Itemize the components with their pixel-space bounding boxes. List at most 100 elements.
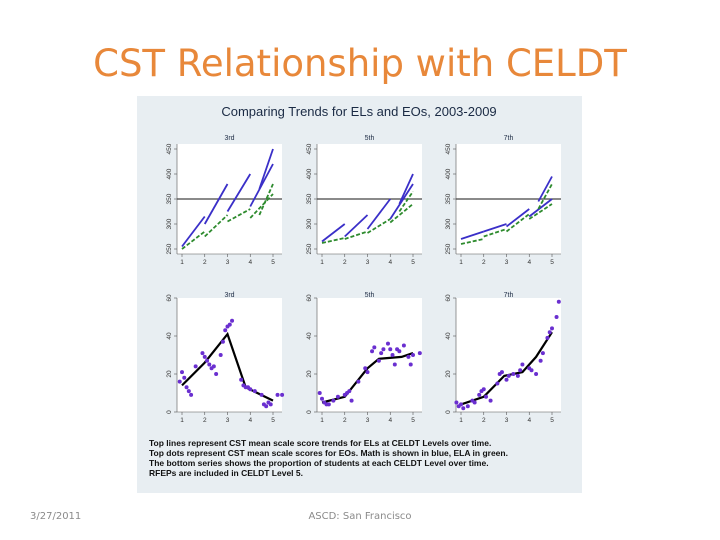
data-point [472,400,477,405]
caption-line: Top lines represent CST mean scale score… [149,438,491,448]
x-tick-label: 5 [550,417,554,424]
data-point [520,362,525,367]
data-point [556,299,561,304]
math-trend-line [366,198,391,230]
ela-trend-line [528,203,553,220]
bottom-panel-7th: 7th 0 20 40 60 1 2 3 4 5 [445,292,561,424]
math-trend-line [528,198,553,218]
x-tick-label: 4 [388,417,392,424]
data-point [515,373,520,378]
data-point [335,394,340,399]
x-tick-label: 3 [366,417,370,424]
data-point [481,387,486,392]
panel-label: 5th [365,135,375,142]
trends-figure: Comparing Trends for ELs and EOs, 2003-2… [137,96,582,493]
data-point [349,398,354,403]
data-point [392,362,397,367]
chart-title: Comparing Trends for ELs and EOs, 2003-2… [221,104,496,119]
ela-trend-line [344,230,368,240]
math-trend-line [460,230,485,240]
math-trend-line [203,183,229,225]
y-tick-label: 250 [445,243,452,254]
data-point [205,358,210,363]
x-tick-label: 1 [320,417,324,424]
data-point [504,377,509,382]
ela-trend-line [398,190,414,213]
data-point [189,392,194,397]
data-point [182,375,187,380]
y-tick-label: 450 [166,143,173,154]
data-point [177,379,182,384]
caption: Top lines represent CST mean scale score… [149,438,508,478]
x-tick-label: 1 [180,417,184,424]
data-point [193,364,198,369]
data-point [411,353,415,357]
x-tick-label: 5 [550,259,554,266]
y-tick-label: 400 [445,168,452,179]
data-point [184,385,189,390]
y-tick-label: 300 [445,218,452,229]
ela-trend-line [537,183,553,210]
data-point [417,351,422,356]
y-tick-label: 60 [166,294,173,302]
math-trend-line [344,214,369,238]
data-point [180,370,184,375]
ela-trend-line [505,213,530,233]
y-tick-label: 0 [445,410,452,414]
fit-line [321,352,414,404]
data-point [252,389,257,394]
data-point [326,402,331,407]
data-point [363,366,368,371]
data-point [545,335,550,340]
x-tick-label: 2 [482,259,486,266]
data-point [317,391,322,395]
x-tick-label: 1 [459,417,463,424]
slide-date: 3/27/2011 [30,511,82,522]
panel-label: 7th [504,135,514,142]
data-point [223,328,228,333]
data-point [454,400,459,405]
x-tick-label: 5 [411,417,415,424]
data-point [259,392,264,397]
data-point [529,368,534,373]
y-tick-label: 20 [306,370,313,378]
math-trend-line [398,173,414,205]
ela-trend-line [181,230,206,250]
x-tick-label: 5 [271,259,275,266]
data-point [268,402,273,407]
data-point [207,362,212,367]
panel-label: 5th [365,292,375,299]
slide-title: CST Relationship with CELDT [93,42,627,85]
data-point [506,373,511,378]
data-point [280,392,285,397]
panel-label: 3rd [224,292,234,299]
data-point [365,370,370,375]
x-tick-label: 5 [271,417,275,424]
data-point [320,396,324,401]
ela-trend-line [367,218,391,234]
data-point [397,349,402,354]
y-tick-label: 40 [306,332,313,340]
data-point [379,351,384,356]
x-tick-label: 1 [320,259,324,266]
data-point [331,398,336,403]
ela-trend-line [321,237,345,244]
y-tick-label: 20 [166,370,173,378]
y-tick-label: 300 [306,218,313,229]
math-trend-line [226,173,252,212]
ela-trend-line [227,208,251,223]
ela-trend-line [483,228,507,238]
y-tick-label: 400 [166,168,173,179]
data-point [459,402,463,407]
data-point [264,404,269,409]
panel-label: 3rd [224,135,234,142]
data-point [465,404,470,409]
data-point [538,358,543,363]
top-panel-3rd: 3rd 250 300 350 400 450 1 2 3 4 5 [166,135,282,266]
bottom-row-panels: 3rd 0 20 40 60 1 2 3 4 5 5th 0 20 40 60 1 2 3 4 5 7th 0 20 40 60… [166,292,561,424]
y-tick-label: 450 [445,143,452,154]
bottom-panel-3rd: 3rd 0 20 40 60 1 2 3 4 5 [166,292,285,424]
data-point [372,345,377,350]
x-tick-label: 2 [203,259,207,266]
math-trend-line [249,163,274,207]
